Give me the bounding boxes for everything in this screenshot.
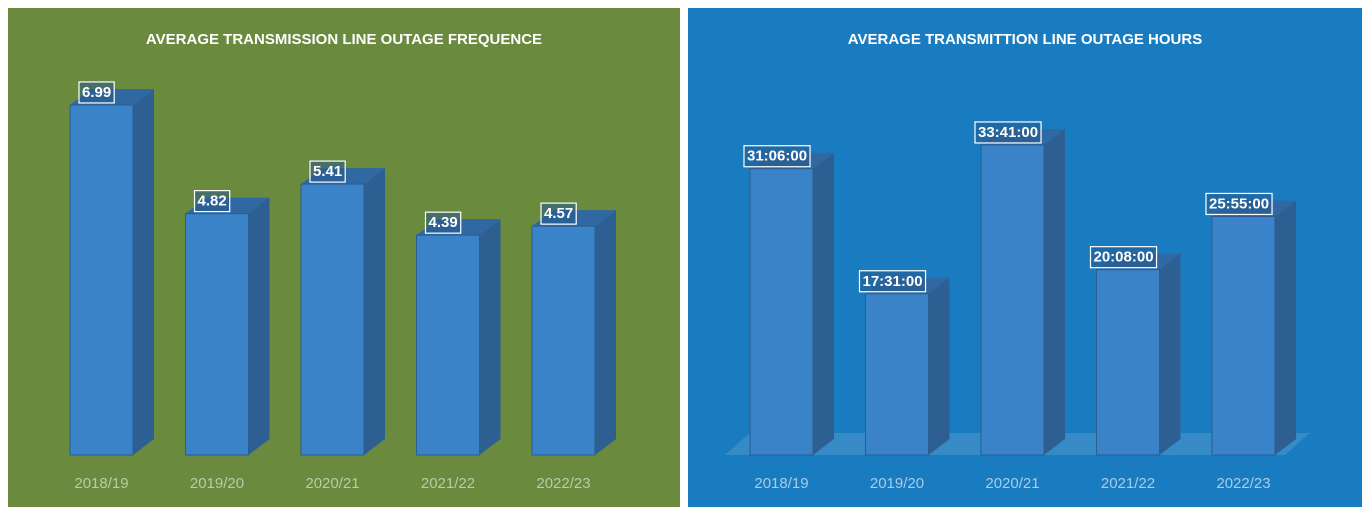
value-label: 4.57 <box>544 205 573 222</box>
value-label-box <box>858 270 927 293</box>
value-label: 4.39 <box>429 214 458 231</box>
value-label: 31:06:00 <box>747 148 807 165</box>
x-tick-label: 2018/19 <box>754 475 808 492</box>
bar-side <box>1044 129 1065 455</box>
bar <box>865 293 929 456</box>
bar-side <box>364 168 385 455</box>
x-tick-label: 2021/22 <box>421 475 475 492</box>
x-tick-label: 2019/20 <box>190 475 244 492</box>
value-label-box <box>424 211 462 234</box>
bar <box>1211 215 1276 456</box>
bar <box>185 213 249 456</box>
value-label: 25:55:00 <box>1209 195 1269 212</box>
value-label-box <box>743 145 811 168</box>
bar-side <box>248 197 270 456</box>
value-label: 33:41:00 <box>978 124 1038 141</box>
value-label-box <box>78 81 115 104</box>
chart-title: AVERAGE TRANSMISSION LINE OUTAGE FREQUEN… <box>146 31 542 48</box>
bar-side <box>595 210 616 455</box>
value-label: 20:08:00 <box>1094 249 1154 266</box>
value-label-box <box>974 121 1042 144</box>
value-label: 17:31:00 <box>863 273 923 290</box>
x-tick-label: 2022/23 <box>536 475 590 492</box>
bar-side <box>133 89 154 455</box>
value-label-box <box>1089 246 1158 269</box>
bar <box>980 144 1045 456</box>
value-label: 5.41 <box>313 163 342 180</box>
value-label-box <box>1205 192 1273 216</box>
value-label: 6.99 <box>82 84 111 101</box>
x-tick-label: 2021/22 <box>1101 475 1155 492</box>
bar <box>300 183 365 456</box>
bar <box>531 225 596 456</box>
x-tick-label: 2020/21 <box>305 475 359 492</box>
x-tick-label: 2019/20 <box>870 475 924 492</box>
value-label-box <box>309 160 346 183</box>
bar <box>749 168 814 456</box>
bar-side <box>928 277 950 455</box>
bar <box>1096 269 1160 456</box>
bar <box>69 104 134 456</box>
value-label-box <box>540 202 577 225</box>
bar <box>416 234 480 456</box>
x-tick-label: 2020/21 <box>985 475 1039 492</box>
bar-side <box>813 152 834 455</box>
chart-title: AVERAGE TRANSMITTION LINE OUTAGE HOURS <box>848 31 1202 48</box>
bar-side <box>1159 253 1181 455</box>
value-label-box <box>193 190 231 213</box>
value-label: 4.82 <box>198 193 227 210</box>
x-tick-label: 2022/23 <box>1216 475 1270 492</box>
x-tick-label: 2018/19 <box>74 475 128 492</box>
bar-side <box>1275 200 1296 455</box>
bar-side <box>479 219 501 455</box>
